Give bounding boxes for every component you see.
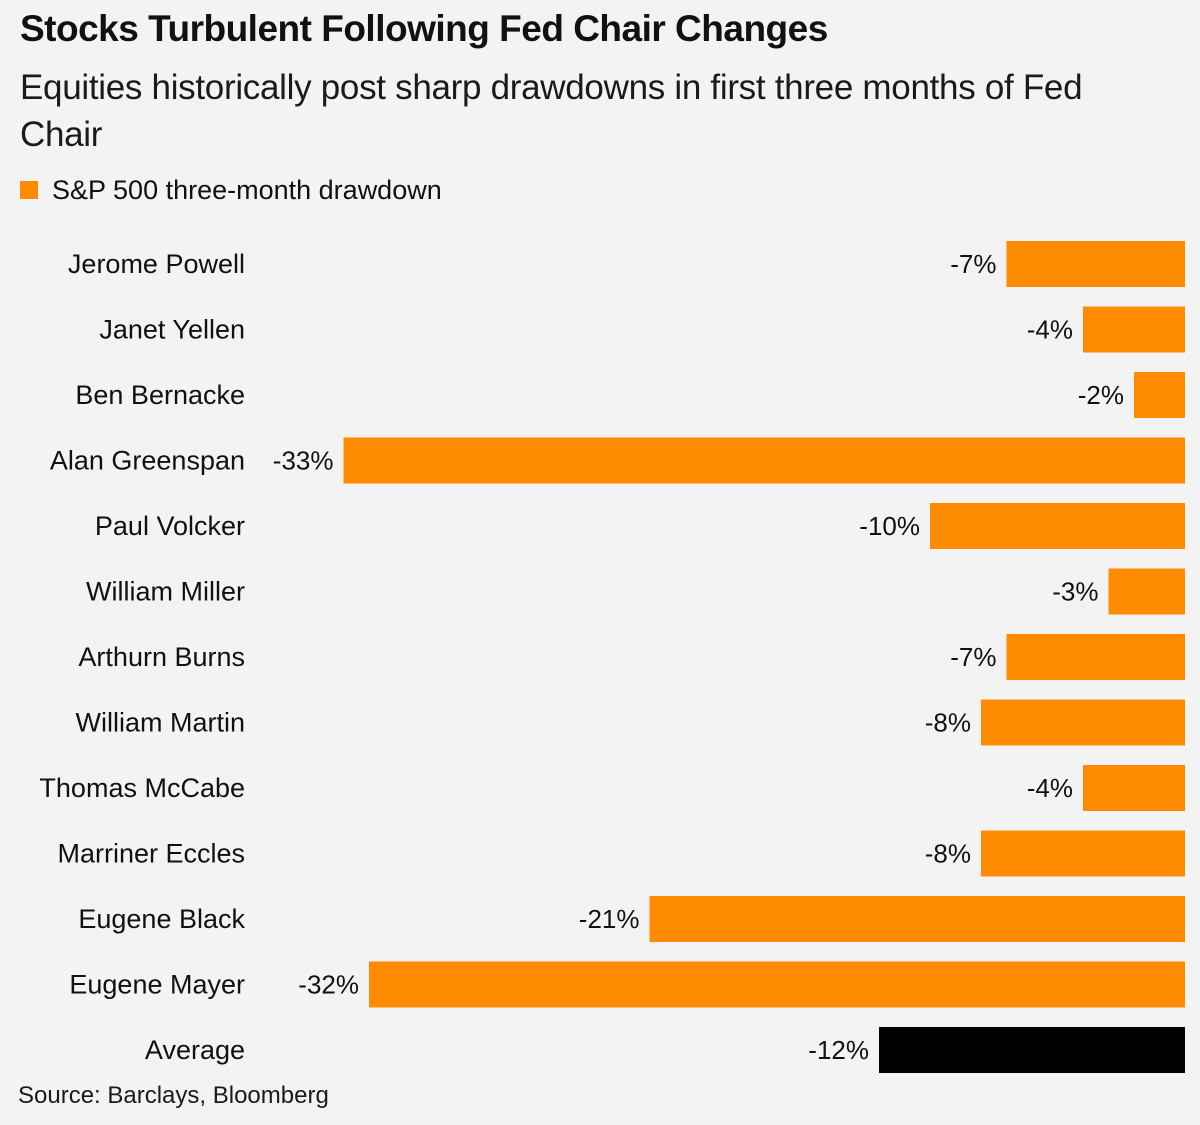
bar-jerome-powell <box>1006 241 1185 287</box>
value-label-eugene-mayer: -32% <box>298 970 359 1000</box>
bar-ben-bernacke <box>1134 372 1185 418</box>
value-label-janet-yellen: -4% <box>1027 315 1073 345</box>
value-label-arthurn-burns: -7% <box>950 642 996 672</box>
category-label-jerome-powell: Jerome Powell <box>68 249 245 279</box>
value-label-jerome-powell: -7% <box>950 249 996 279</box>
bar-average <box>879 1027 1185 1073</box>
bar-william-martin <box>981 699 1185 746</box>
category-label-alan-greenspan: Alan Greenspan <box>50 446 245 476</box>
bars-group: Jerome Powell -7% Janet Yellen -4% Ben Berna… <box>39 241 1185 1073</box>
category-label-eugene-mayer: Eugene Mayer <box>69 970 245 1000</box>
bar-eugene-mayer <box>369 961 1185 1008</box>
value-label-eugene-black: -21% <box>579 904 640 934</box>
bar-paul-volcker <box>930 503 1185 549</box>
category-label-marriner-eccles: Marriner Eccles <box>57 839 245 869</box>
chart-subtitle: Equities historically post sharp drawdow… <box>20 68 1083 154</box>
value-label-paul-volcker: -10% <box>859 511 920 541</box>
bar-janet-yellen <box>1083 306 1185 353</box>
legend-label: S&P 500 three-month drawdown <box>52 174 442 205</box>
category-label-william-martin: William Martin <box>75 708 245 738</box>
value-label-marriner-eccles: -8% <box>925 839 971 869</box>
bar-thomas-mccabe <box>1083 765 1185 811</box>
category-label-janet-yellen: Janet Yellen <box>99 315 245 345</box>
bar-alan-greenspan <box>343 437 1185 484</box>
bar-william-miller <box>1108 568 1185 615</box>
category-label-thomas-mccabe: Thomas McCabe <box>39 773 245 803</box>
legend: S&P 500 three-month drawdown <box>20 170 442 210</box>
source-note: Source: Barclays, Bloomberg <box>18 1082 329 1109</box>
chart-title: Stocks Turbulent Following Fed Chair Cha… <box>20 8 828 49</box>
bar-eugene-black <box>649 896 1185 942</box>
value-label-ben-bernacke: -2% <box>1078 380 1124 410</box>
category-label-william-miller: William Miller <box>86 577 245 607</box>
value-label-thomas-mccabe: -4% <box>1027 773 1073 803</box>
value-label-alan-greenspan: -33% <box>273 446 334 476</box>
bar-marriner-eccles <box>981 830 1185 877</box>
category-label-arthurn-burns: Arthurn Burns <box>78 642 245 672</box>
legend-swatch <box>20 181 38 199</box>
category-label-eugene-black: Eugene Black <box>78 904 245 934</box>
value-label-average: -12% <box>808 1035 869 1065</box>
value-label-william-martin: -8% <box>925 708 971 738</box>
category-label-paul-volcker: Paul Volcker <box>95 511 245 541</box>
category-label-ben-bernacke: Ben Bernacke <box>75 380 245 410</box>
bar-arthurn-burns <box>1006 634 1185 680</box>
value-label-william-miller: -3% <box>1052 577 1098 607</box>
category-label-average: Average <box>145 1035 245 1065</box>
